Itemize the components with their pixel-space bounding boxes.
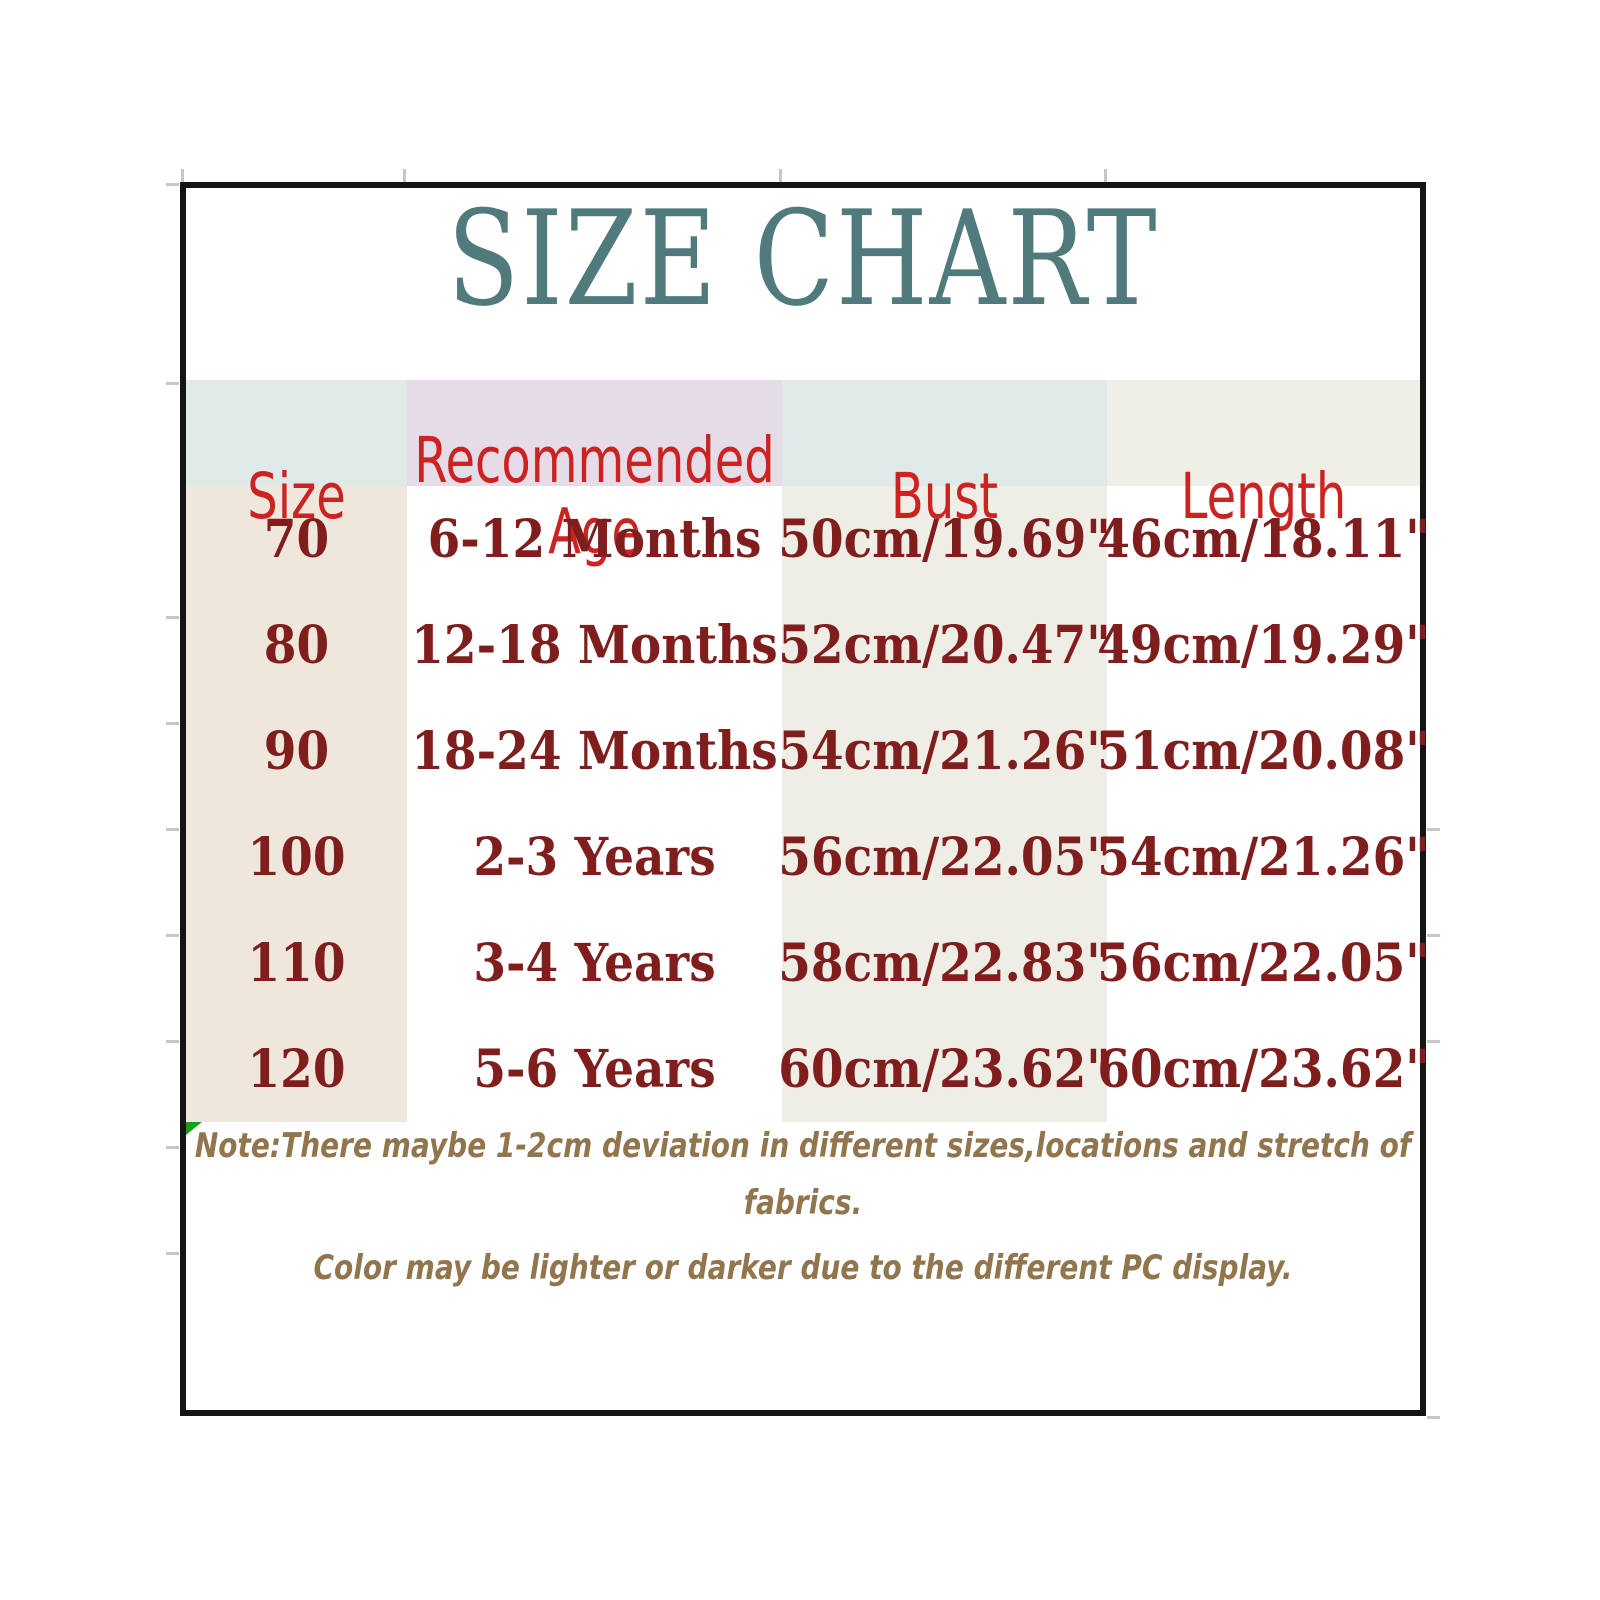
cell-value: 100: [247, 826, 346, 888]
table-cell-size: 120: [186, 1016, 407, 1122]
table-cell-age: 3-4 Years: [407, 910, 782, 1016]
gridline-tick: [166, 382, 179, 385]
table-cell-age: 6-12 Months: [407, 486, 782, 592]
table-cell-bust: 58cm/22.83": [778, 910, 1111, 1016]
table-cell-bust: 54cm/21.26": [778, 698, 1111, 804]
gridline-tick: [166, 183, 179, 186]
cell-value: 54cm/21.26": [1097, 826, 1430, 888]
table-cell-size: 70: [186, 486, 407, 592]
cell-value: 80: [263, 614, 330, 676]
table-cell-bust: 56cm/22.05": [778, 804, 1111, 910]
table-cell-bust: 60cm/23.62": [778, 1016, 1111, 1122]
gridline-tick: [1427, 828, 1440, 831]
table-cell-length: 54cm/21.26": [1097, 804, 1430, 910]
cell-value: 46cm/18.11": [1097, 508, 1430, 570]
gridline-tick: [166, 828, 179, 831]
gridline-tick: [1427, 1416, 1440, 1419]
table-cell-age: 12-18 Months: [407, 592, 782, 698]
cell-value: 56cm/22.05": [778, 826, 1111, 888]
cell-value: 51cm/20.08": [1097, 720, 1430, 782]
title-area: SIZE CHART: [186, 183, 1420, 380]
table-cell-bust: 50cm/19.69": [778, 486, 1111, 592]
gridline-tick: [166, 722, 179, 725]
note-line: Note:There maybe 1-2cm deviation in diff…: [194, 1125, 1412, 1166]
cell-value: 60cm/23.62": [1097, 1038, 1430, 1100]
header-label: Length: [1180, 459, 1347, 534]
table-cell-length: 60cm/23.62": [1097, 1016, 1430, 1122]
table-cell-length: 49cm/19.29": [1097, 592, 1430, 698]
header-label: Recommended Age: [414, 424, 775, 570]
cell-value: 12-18 Months: [411, 614, 778, 676]
cell-value: 50cm/19.69": [778, 508, 1111, 570]
header-label: Size: [247, 459, 346, 534]
size-table: Size Recommended Age Bust Length 70 6-12…: [186, 380, 1430, 1122]
gridline-tick: [166, 1040, 179, 1043]
gridline-tick: [166, 616, 179, 619]
cell-value: 120: [247, 1038, 346, 1100]
cell-value: 58cm/22.83": [778, 932, 1111, 994]
page-title: SIZE CHART: [447, 182, 1159, 336]
note-line: Color may be lighter or darker due to th…: [313, 1247, 1293, 1288]
gridline-tick: [1427, 1040, 1440, 1043]
table-cell-size: 110: [186, 910, 407, 1016]
table-cell-length: 51cm/20.08": [1097, 698, 1430, 804]
chart-frame: SIZE CHART Size Recommended Age Bust Len…: [180, 182, 1430, 1416]
note-area: Note:There maybe 1-2cm deviation in diff…: [186, 1122, 1420, 1410]
gridline-tick: [403, 169, 406, 182]
cell-value: 52cm/20.47": [778, 614, 1111, 676]
gridline-tick: [1104, 169, 1107, 182]
gridline-tick: [166, 1146, 179, 1149]
note-line: fabrics.: [743, 1182, 863, 1223]
cell-value: 90: [263, 720, 330, 782]
table-cell-bust: 52cm/20.47": [778, 592, 1111, 698]
cell-value: 54cm/21.26": [778, 720, 1111, 782]
table-cell-length: 56cm/22.05": [1097, 910, 1430, 1016]
gridline-tick: [181, 169, 184, 182]
table-cell-size: 90: [186, 698, 407, 804]
cell-value: 2-3 Years: [473, 826, 716, 888]
cell-value: 18-24 Months: [411, 720, 778, 782]
cell-value: 49cm/19.29": [1097, 614, 1430, 676]
cell-value: 110: [247, 932, 346, 994]
table-cell-age: 2-3 Years: [407, 804, 782, 910]
cell-value: 6-12 Months: [427, 508, 762, 570]
gridline-tick: [1427, 934, 1440, 937]
cell-value: 56cm/22.05": [1097, 932, 1430, 994]
table-cell-length: 46cm/18.11": [1097, 486, 1430, 592]
gridline-tick: [779, 169, 782, 182]
cell-value: 70: [263, 508, 330, 570]
header-label: Bust: [890, 459, 999, 534]
table-cell-size: 100: [186, 804, 407, 910]
gridline-tick: [166, 1252, 179, 1255]
cell-value: 60cm/23.62": [778, 1038, 1111, 1100]
gridline-tick: [166, 934, 179, 937]
table-cell-age: 5-6 Years: [407, 1016, 782, 1122]
cell-value: 5-6 Years: [473, 1038, 716, 1100]
cell-value: 3-4 Years: [473, 932, 716, 994]
table-cell-age: 18-24 Months: [407, 698, 782, 804]
table-cell-size: 80: [186, 592, 407, 698]
